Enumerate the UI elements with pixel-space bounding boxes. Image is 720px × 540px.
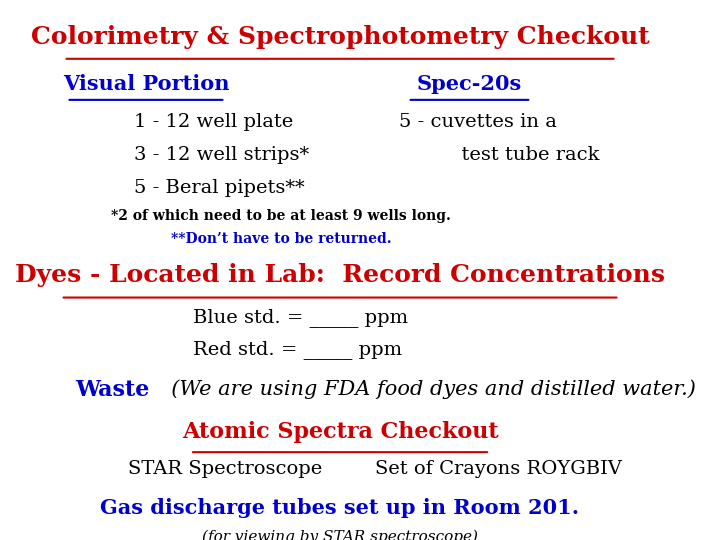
- Text: Spec-20s: Spec-20s: [417, 73, 522, 93]
- Text: 1 - 12 well plate: 1 - 12 well plate: [134, 113, 294, 131]
- Text: 3 - 12 well strips*: 3 - 12 well strips*: [134, 146, 310, 164]
- Text: (for viewing by STAR spectroscope): (for viewing by STAR spectroscope): [202, 530, 478, 540]
- Text: Gas discharge tubes set up in Room 201.: Gas discharge tubes set up in Room 201.: [101, 498, 580, 518]
- Text: test tube rack: test tube rack: [399, 146, 599, 164]
- Text: Waste: Waste: [76, 379, 150, 401]
- Text: 5 - Beral pipets**: 5 - Beral pipets**: [134, 179, 305, 197]
- Text: Colorimetry & Spectrophotometry Checkout: Colorimetry & Spectrophotometry Checkout: [31, 25, 649, 49]
- Text: **Don’t have to be returned.: **Don’t have to be returned.: [171, 232, 392, 246]
- Text: (We are using FDA food dyes and distilled water.): (We are using FDA food dyes and distille…: [158, 379, 696, 399]
- Text: *2 of which need to be at least 9 wells long.: *2 of which need to be at least 9 wells …: [112, 210, 451, 224]
- Text: Visual Portion: Visual Portion: [63, 73, 229, 93]
- Text: Dyes - Located in Lab:  Record Concentrations: Dyes - Located in Lab: Record Concentrat…: [15, 263, 665, 287]
- Text: Set of Crayons ROYGBIV: Set of Crayons ROYGBIV: [375, 460, 622, 478]
- Text: 5 - cuvettes in a: 5 - cuvettes in a: [399, 113, 557, 131]
- Text: Atomic Spectra Checkout: Atomic Spectra Checkout: [181, 421, 498, 443]
- Text: Red std. = _____ ppm: Red std. = _____ ppm: [193, 340, 402, 359]
- Text: Blue std. = _____ ppm: Blue std. = _____ ppm: [193, 308, 408, 327]
- Text: STAR Spectroscope: STAR Spectroscope: [128, 460, 323, 478]
